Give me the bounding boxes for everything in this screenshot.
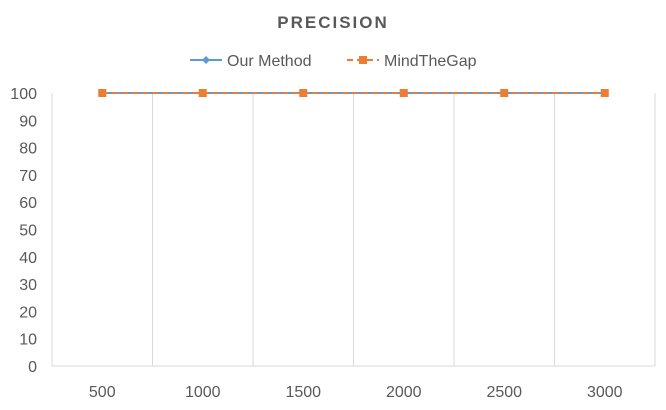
- chart-axes: [51, 93, 656, 367]
- y-tick-label: 10: [19, 332, 37, 349]
- data-point-marker: [198, 89, 207, 97]
- legend-label: MindTheGap: [384, 53, 477, 70]
- legend-label: Our Method: [227, 53, 311, 70]
- series-mindthegap: [98, 89, 609, 97]
- y-tick-label: 50: [19, 223, 37, 240]
- series-layer: [98, 89, 609, 97]
- data-point-marker: [299, 89, 308, 97]
- x-tick-label: 2000: [386, 384, 422, 401]
- y-axis-tick-labels: 0 10 20 30 40 50 60 70 80 90 100: [10, 86, 37, 376]
- y-tick-label: 90: [19, 113, 37, 130]
- data-point-marker: [500, 89, 509, 97]
- y-tick-label: 60: [19, 195, 37, 212]
- x-tick-label: 1500: [285, 384, 321, 401]
- y-tick-label: 20: [19, 304, 37, 321]
- x-tick-label: 3000: [587, 384, 623, 401]
- y-tick-label: 40: [19, 250, 37, 267]
- y-tick-label: 80: [19, 141, 37, 158]
- chart-legend: Our Method MindTheGap: [190, 53, 477, 70]
- y-tick-label: 70: [19, 168, 37, 185]
- chart-title: PRECISION: [277, 13, 389, 32]
- legend-marker: [202, 56, 210, 64]
- y-tick-label: 0: [28, 359, 37, 376]
- data-point-marker: [98, 89, 107, 97]
- x-axis-tick-labels: 500 1000 1500 2000 2500 3000: [89, 384, 623, 401]
- legend-marker: [359, 56, 367, 64]
- x-tick-label: 1000: [185, 384, 221, 401]
- y-tick-label: 30: [19, 277, 37, 294]
- legend-item: Our Method: [190, 53, 311, 70]
- data-point-marker: [399, 89, 408, 97]
- vertical-gridlines: [152, 93, 555, 366]
- x-tick-label: 2500: [486, 384, 522, 401]
- legend-item: MindTheGap: [347, 53, 477, 70]
- y-tick-label: 100: [10, 86, 37, 103]
- x-tick-label: 500: [89, 384, 116, 401]
- data-point-marker: [600, 89, 609, 97]
